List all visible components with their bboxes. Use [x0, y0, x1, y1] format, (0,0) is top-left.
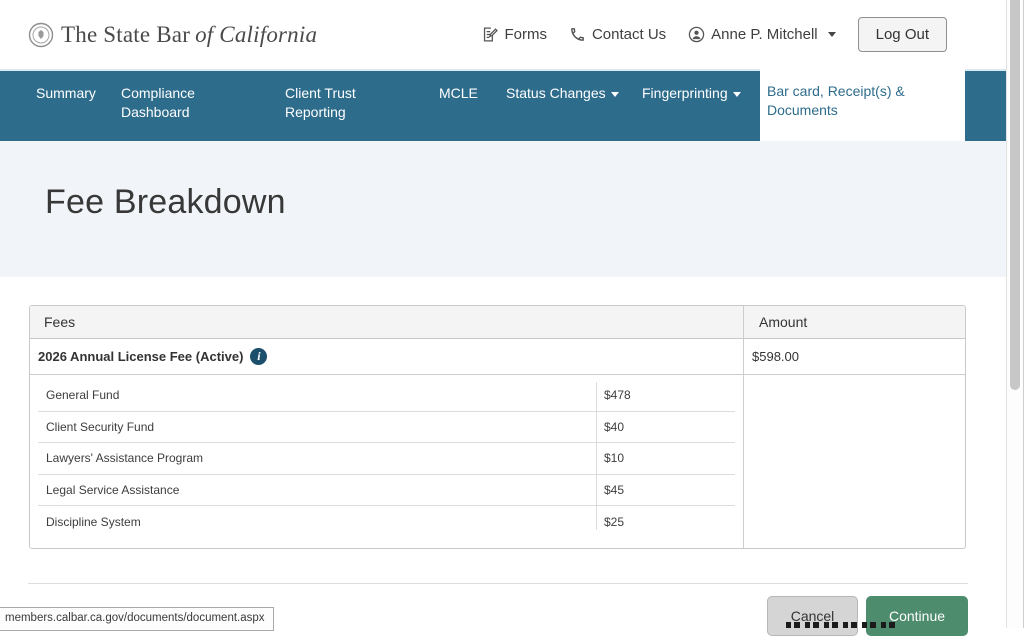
- scrollbar-thumb[interactable]: [1010, 0, 1020, 390]
- table-row: Client Security Fund $40: [38, 412, 735, 443]
- fee-label: Client Security Fund: [46, 419, 155, 434]
- state-bar-seal-icon: [28, 22, 54, 47]
- nav-label: MCLE: [439, 85, 478, 101]
- main-nav: Summary Compliance Dashboard Client Trus…: [0, 69, 1006, 141]
- fee-label: Discipline System: [46, 514, 141, 529]
- nav-item-bar-card-documents-active[interactable]: Bar card, Receipt(s) & Documents: [760, 69, 965, 141]
- contact-us-label: Contact Us: [591, 26, 667, 43]
- brand-wordmark: The State Bar of California: [61, 21, 318, 47]
- fee-amount: $45: [604, 482, 625, 497]
- clipped-text-fragment: [786, 622, 900, 628]
- page-title-band: Fee Breakdown: [0, 141, 1006, 277]
- table-header-row: Fees Amount: [30, 306, 965, 339]
- fee-amount: $40: [604, 419, 625, 434]
- fee-label: Lawyers' Assistance Program: [46, 451, 204, 466]
- nav-item-fingerprinting[interactable]: Fingerprinting: [642, 84, 741, 103]
- nav-item-mcle[interactable]: MCLE: [439, 84, 478, 103]
- fee-subtable: General Fund $478 Client Security Fund $…: [38, 380, 735, 538]
- footer-divider: [28, 583, 968, 584]
- nav-label: Compliance Dashboard: [121, 85, 195, 120]
- nav-label: Summary: [36, 85, 96, 101]
- person-icon: [688, 26, 705, 43]
- state-bar-logo[interactable]: The State Bar of California: [28, 22, 317, 48]
- phone-icon: [571, 28, 584, 41]
- nav-label: Fingerprinting: [642, 85, 728, 101]
- browser-status-url: members.calbar.ca.gov/documents/document…: [0, 607, 274, 631]
- fee-label: General Fund: [46, 388, 120, 403]
- logout-button[interactable]: Log Out: [857, 17, 947, 52]
- column-header-amount: Amount: [759, 314, 808, 330]
- nav-item-client-trust-reporting[interactable]: Client Trust Reporting: [285, 84, 357, 122]
- chevron-down-icon: [610, 91, 619, 97]
- fee-amount: $10: [604, 451, 625, 466]
- user-name: Anne P. Mitchell: [711, 26, 818, 43]
- forms-icon: [484, 27, 499, 42]
- page-title: Fee Breakdown: [45, 183, 286, 221]
- user-menu[interactable]: Anne P. Mitchell: [688, 26, 836, 43]
- nav-label: Bar card, Receipt(s) & Documents: [767, 83, 905, 118]
- column-divider: [743, 306, 744, 548]
- vertical-scrollbar[interactable]: [1006, 0, 1024, 628]
- annual-license-fee-label: 2026 Annual License Fee (Active): [38, 349, 244, 364]
- fee-label: Legal Service Assistance: [46, 482, 180, 497]
- table-row: General Fund $478: [38, 380, 735, 412]
- header-links: Forms Contact Us Anne P. Mitchell Log Ou…: [481, 17, 1006, 52]
- fee-amount: $478: [604, 388, 631, 403]
- nav-item-compliance-dashboard[interactable]: Compliance Dashboard: [121, 84, 203, 122]
- table-row: Legal Service Assistance $45: [38, 475, 735, 506]
- fee-subtable-area: General Fund $478 Client Security Fund $…: [30, 375, 965, 548]
- nav-label: Status Changes: [506, 85, 606, 101]
- annual-license-fee-amount: $598.00: [752, 349, 799, 364]
- continue-button[interactable]: Continue: [866, 596, 968, 636]
- forms-label: Forms: [504, 26, 547, 43]
- fee-amount: $25: [604, 514, 625, 529]
- contact-us-link[interactable]: Contact Us: [569, 26, 666, 43]
- nav-item-summary[interactable]: Summary: [36, 84, 96, 103]
- nav-label: Client Trust Reporting: [285, 85, 356, 120]
- forms-link[interactable]: Forms: [481, 26, 547, 43]
- table-row-annual-license-fee: 2026 Annual License Fee (Active) i $598.…: [30, 339, 965, 375]
- chevron-down-icon: [827, 32, 836, 37]
- subtable-column-divider: [596, 382, 597, 530]
- table-row: Lawyers' Assistance Program $10: [38, 443, 735, 475]
- info-icon[interactable]: i: [250, 348, 268, 365]
- column-header-fees: Fees: [44, 314, 76, 330]
- table-row: Discipline System $25: [38, 506, 735, 538]
- cancel-button[interactable]: Cancel: [767, 596, 858, 636]
- nav-item-status-changes[interactable]: Status Changes: [506, 84, 619, 103]
- fee-breakdown-table: Fees Amount 2026 Annual License Fee (Act…: [29, 305, 966, 549]
- chevron-down-icon: [732, 91, 741, 97]
- top-header: The State Bar of California Forms Contact…: [0, 0, 1006, 69]
